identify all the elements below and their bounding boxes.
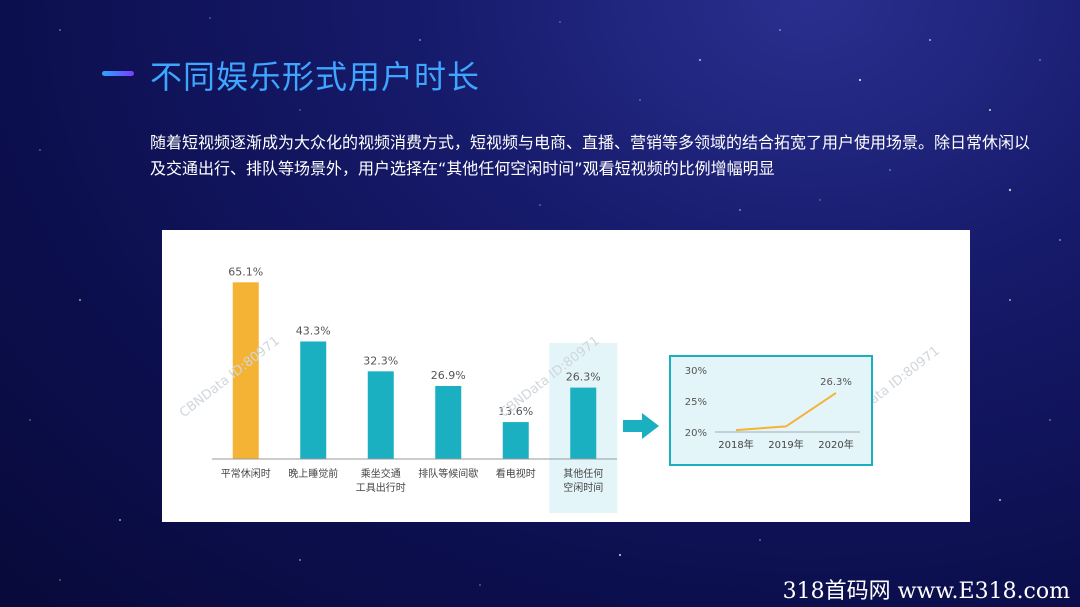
bar-3 — [367, 371, 394, 459]
chart-card: 65.1% 平常休闲时 43.3% 晚上睡觉前 32.3% 乘坐交通 工具出行时 26.9% 排… — [162, 230, 970, 522]
inset-xtick-label: 2020年 — [818, 438, 853, 451]
inset-chart-frame — [669, 355, 873, 466]
inset-xtick-label: 2019年 — [768, 438, 803, 451]
bar-value-label: 32.3% — [363, 354, 398, 367]
inset-ytick-label: 25% — [685, 397, 707, 408]
bar-1 — [232, 282, 259, 459]
bar-value-label: 13.6% — [498, 405, 533, 418]
category-label: 晚上睡觉前 — [288, 467, 338, 480]
bar-value-label: 26.3% — [566, 371, 601, 384]
bar-6 — [570, 387, 597, 459]
page-title: 不同娱乐形式用户时长 — [150, 58, 481, 96]
footer-website-label: 318首码网 www.E318.com — [782, 579, 1070, 604]
bar-value-label: 43.3% — [296, 324, 331, 337]
description-paragraph: 随着短视频逐渐成为大众化的视频消费方式，短视频与电商、直播、营销等多领域的结合拓… — [150, 133, 1031, 178]
inset-xtick-label: 2018年 — [718, 438, 753, 451]
category-label: 空闲时间 — [563, 481, 603, 494]
watermark-text: CBNData ID:80971 — [177, 334, 283, 421]
inset-end-label: 26.3% — [820, 377, 852, 388]
inset-ytick-label: 20% — [685, 428, 707, 439]
category-label: 看电视时 — [496, 467, 536, 480]
category-label: 排队等候间歇 — [418, 467, 478, 480]
arrow-icon — [623, 413, 659, 439]
bar-value-label: 65.1% — [228, 265, 263, 278]
category-label: 平常休闲时 — [221, 467, 271, 480]
title-accent-bar — [102, 71, 134, 76]
inset-line-series — [735, 392, 837, 432]
bar-5 — [502, 422, 529, 459]
category-label: 其他任何 — [563, 467, 603, 480]
bar-value-label: 26.9% — [431, 369, 466, 382]
inset-ytick-label: 30% — [685, 366, 707, 377]
category-label: 乘坐交通 — [361, 467, 401, 480]
bar-4 — [435, 385, 462, 459]
category-label: 工具出行时 — [356, 481, 406, 494]
bar-2 — [300, 341, 327, 459]
